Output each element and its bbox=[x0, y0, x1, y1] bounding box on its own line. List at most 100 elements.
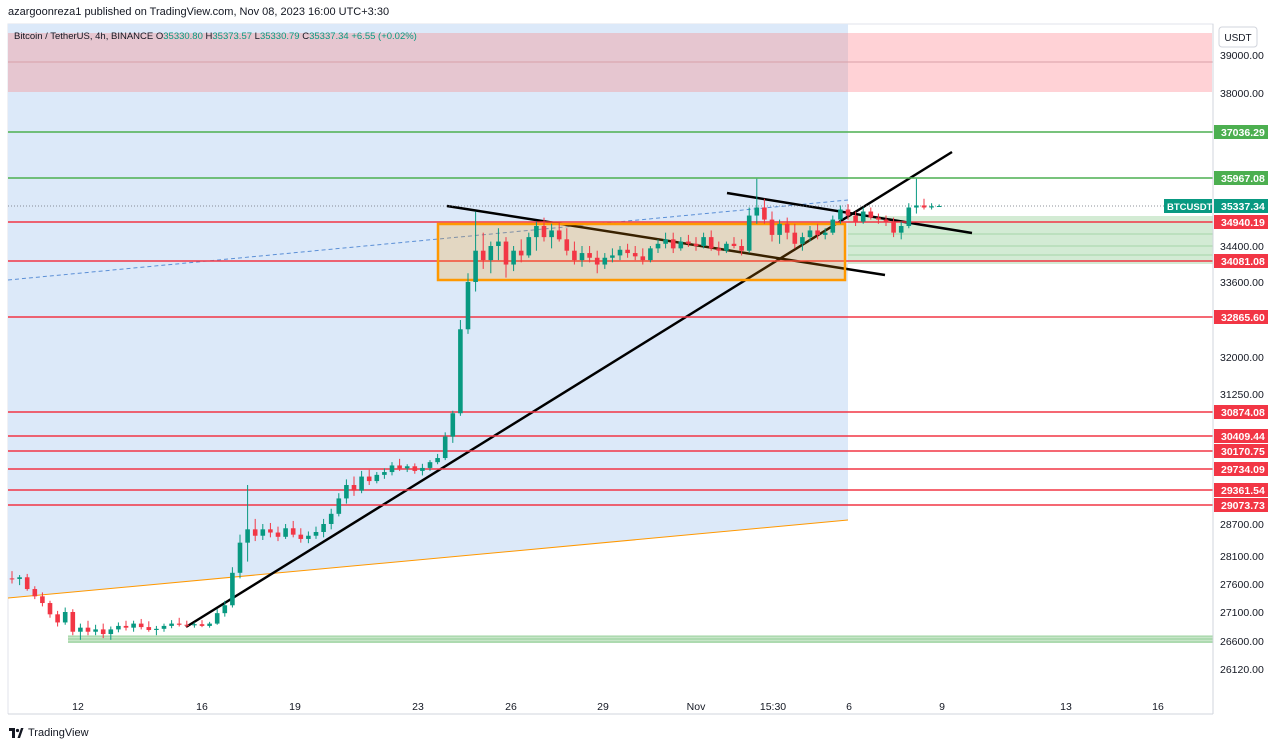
x-tick-label-5: 29 bbox=[597, 701, 609, 713]
level-badge-29361.54 bbox=[1214, 483, 1268, 497]
y-tick-label-4: 32000.00 bbox=[1220, 352, 1264, 364]
candle-40 bbox=[313, 532, 319, 536]
candle-110 bbox=[845, 209, 851, 216]
candle-17 bbox=[138, 623, 144, 628]
candle-120 bbox=[921, 205, 927, 208]
candle-80 bbox=[617, 249, 623, 256]
x-tick-label-3: 23 bbox=[412, 701, 424, 713]
ohlc-value-L: 35330.79 bbox=[260, 31, 302, 42]
candle-71 bbox=[549, 230, 554, 238]
ohlc-value-O: 35330.80 bbox=[163, 31, 205, 42]
candle-28 bbox=[222, 605, 228, 614]
candle-14 bbox=[116, 625, 121, 630]
candle-43 bbox=[336, 498, 342, 514]
y-tick-label-5: 31250.00 bbox=[1220, 389, 1264, 401]
candle-41 bbox=[321, 524, 326, 532]
candle-60 bbox=[465, 282, 471, 330]
x-tick-label-11: 16 bbox=[1152, 701, 1164, 713]
x-tick-label-7: 15:30 bbox=[760, 701, 786, 713]
candle-19 bbox=[154, 628, 159, 630]
candle-86 bbox=[663, 239, 668, 244]
candle-64 bbox=[496, 241, 501, 246]
y-tick-label-10: 26600.00 bbox=[1220, 636, 1264, 648]
candle-45 bbox=[351, 485, 357, 491]
candle-119 bbox=[914, 205, 919, 208]
y-tick-label-6: 28700.00 bbox=[1220, 519, 1264, 531]
candle-105 bbox=[807, 230, 813, 238]
y-tick-label-7: 28100.00 bbox=[1220, 551, 1264, 563]
dashed-trendline bbox=[7, 199, 849, 281]
candle-34 bbox=[268, 529, 273, 533]
chart-footer: TradingView bbox=[0, 722, 1280, 749]
candle-99 bbox=[762, 207, 767, 220]
x-tick-label-6: Nov bbox=[687, 701, 706, 713]
level-label-30409.44: 30409.44 bbox=[1221, 431, 1265, 443]
candle-59 bbox=[458, 329, 463, 414]
candle-55 bbox=[427, 462, 433, 468]
candle-113 bbox=[868, 211, 874, 218]
candle-54 bbox=[420, 467, 425, 471]
candle-108 bbox=[830, 219, 836, 233]
candle-121 bbox=[929, 206, 934, 208]
candle-5 bbox=[47, 603, 53, 615]
level-label-35967.08: 35967.08 bbox=[1221, 173, 1265, 185]
x-tick-label-4: 26 bbox=[505, 701, 517, 713]
level-badge-30170.75 bbox=[1214, 444, 1268, 458]
candle-70 bbox=[541, 226, 547, 238]
candle-72 bbox=[556, 230, 562, 240]
candle-21 bbox=[169, 623, 174, 626]
candle-63 bbox=[488, 246, 494, 261]
candle-30 bbox=[237, 542, 243, 573]
candle-25 bbox=[199, 624, 205, 626]
candle-112 bbox=[860, 211, 866, 222]
candle-74 bbox=[572, 250, 577, 261]
candle-33 bbox=[260, 529, 266, 536]
candle-62 bbox=[480, 250, 486, 261]
ohlc-label-O: O bbox=[156, 31, 163, 42]
candle-91 bbox=[701, 237, 706, 246]
level-badge-29073.73 bbox=[1214, 498, 1268, 512]
ohlc-value-C: 35337.34 bbox=[309, 31, 351, 42]
candle-51 bbox=[397, 465, 402, 469]
btcusdt-price-chart[interactable]: USDT 39000.00 38000.00 34400.00 33600.00 3200… bbox=[0, 0, 1280, 722]
level-badge-30874.08 bbox=[1214, 405, 1268, 419]
x-tick-label-10: 13 bbox=[1060, 701, 1072, 713]
level-label-32865.60: 32865.60 bbox=[1221, 312, 1265, 324]
candle-57 bbox=[442, 436, 448, 459]
tradingview-brand: TradingView bbox=[28, 727, 89, 739]
candle-104 bbox=[800, 237, 805, 244]
level-badge-37036.29 bbox=[1214, 125, 1268, 139]
y-tick-label-2: 34400.00 bbox=[1220, 241, 1264, 253]
level-badge-35967.08 bbox=[1214, 171, 1268, 185]
candle-23 bbox=[184, 624, 190, 626]
level-label-30170.75: 30170.75 bbox=[1221, 446, 1265, 458]
candle-87 bbox=[670, 239, 676, 249]
level-label-29073.73: 29073.73 bbox=[1221, 500, 1265, 512]
chart-header: azargoonreza1 published on TradingView.c… bbox=[0, 0, 1280, 24]
candle-47 bbox=[366, 476, 372, 482]
candle-73 bbox=[564, 239, 570, 251]
candle-116 bbox=[891, 221, 896, 233]
y-tick-label-3: 33600.00 bbox=[1220, 277, 1264, 289]
y-tick-label-0: 39000.00 bbox=[1220, 50, 1264, 62]
candle-81 bbox=[625, 249, 630, 254]
candle-103 bbox=[792, 232, 798, 244]
symbol-badge bbox=[1164, 199, 1212, 213]
level-label-34081.08: 34081.08 bbox=[1221, 256, 1265, 268]
y-tick-label-1: 38000.00 bbox=[1220, 88, 1264, 100]
ohlc-label-L: L bbox=[255, 31, 260, 42]
candle-79 bbox=[610, 255, 615, 258]
candle-9 bbox=[78, 627, 83, 632]
candle-84 bbox=[648, 248, 653, 261]
candle-100 bbox=[769, 219, 775, 235]
candle-1 bbox=[17, 577, 22, 579]
candle-2 bbox=[24, 577, 30, 590]
level-label-29734.09: 29734.09 bbox=[1221, 464, 1265, 476]
candle-77 bbox=[594, 257, 600, 265]
candle-49 bbox=[382, 472, 387, 475]
level-label-30874.08: 30874.08 bbox=[1221, 407, 1265, 419]
candle-20 bbox=[161, 625, 167, 629]
candle-36 bbox=[283, 528, 288, 537]
price-change: +6.55 (+0.02%) bbox=[351, 31, 417, 42]
candle-98 bbox=[754, 207, 760, 216]
